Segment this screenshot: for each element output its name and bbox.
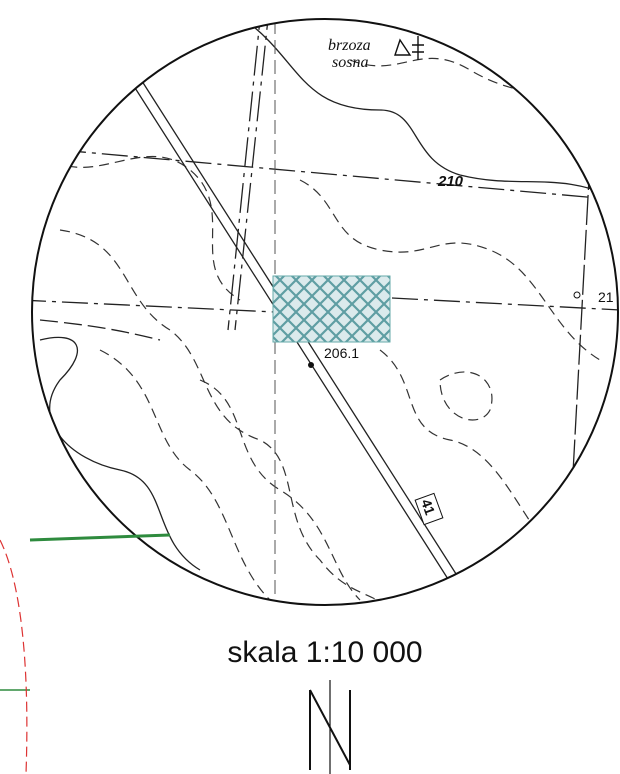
- elevation-label: 206.1: [324, 345, 359, 361]
- map-circle: [31, 18, 619, 606]
- legend-item: brzoza: [328, 37, 371, 54]
- hatched-area: [272, 275, 391, 343]
- contour-label: 210: [437, 173, 464, 190]
- map-contents: 41: [32, 19, 618, 605]
- contour-label-edge: 21: [598, 289, 614, 305]
- road-number: 41: [418, 497, 438, 517]
- scale-label: skala 1:10 000: [227, 636, 422, 669]
- legend-item: sosna: [332, 54, 368, 71]
